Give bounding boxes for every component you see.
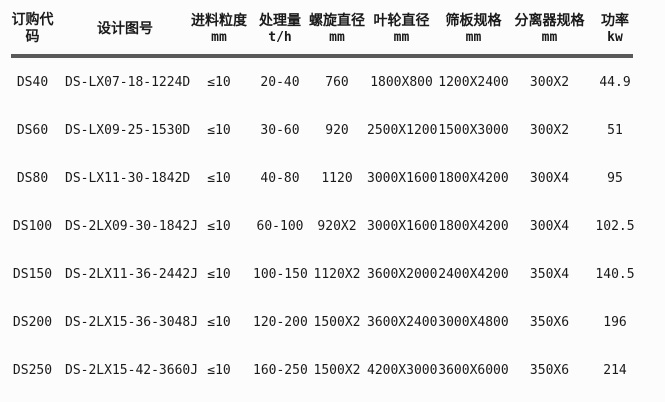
table-cell: 350X6 xyxy=(529,362,570,378)
table-cell: DS-LX07-18-1224D xyxy=(65,74,191,90)
column-header: 叶轮直径 mm xyxy=(367,0,436,58)
table-row: DS150 DS-2LX11-36-2442J ≤10 100-150 1120X2 36… xyxy=(0,250,642,298)
column-title: 筛板规格 xyxy=(445,12,502,29)
column-unit: mm xyxy=(541,29,558,45)
table-row: DS40 DS-LX07-18-1224D ≤10 20-40 760 1800X800 1… xyxy=(0,58,642,106)
table-cell: DS-LX09-25-1530D xyxy=(65,122,191,138)
table-cell: DS100 xyxy=(12,218,53,234)
table-cell: DS80 xyxy=(16,170,49,186)
table-cell: DS250 xyxy=(12,362,53,378)
table-cell: 160-250 xyxy=(253,362,308,378)
column-title: 分离器规格 xyxy=(514,12,585,29)
column-title: 进料粒度 xyxy=(191,12,247,29)
table-cell: 20-40 xyxy=(260,74,300,90)
table-cell: 2400X4200 xyxy=(438,266,509,282)
table-cell: 3600X2400 xyxy=(367,314,438,330)
table-row: DS250 DS-2LX15-42-3660J ≤10 160-250 1500X2 42… xyxy=(0,346,642,394)
table-cell: 350X6 xyxy=(529,314,570,330)
table-cell: 60-100 xyxy=(256,218,304,234)
table-cell: 300X4 xyxy=(529,218,570,234)
table-cell: 95 xyxy=(607,170,623,186)
table-cell: 44.9 xyxy=(599,74,631,90)
table-cell: 3000X1600 xyxy=(367,218,438,234)
table-cell: 1800X4200 xyxy=(438,170,509,186)
table-cell: ≤10 xyxy=(207,170,231,186)
table-cell: DS40 xyxy=(16,74,49,90)
table-cell: DS150 xyxy=(12,266,53,282)
table-cell: DS200 xyxy=(12,314,53,330)
table-cell: 51 xyxy=(607,122,623,138)
column-unit: mm xyxy=(211,29,227,45)
column-unit: kw xyxy=(607,29,623,45)
table-cell: 300X2 xyxy=(529,122,570,138)
table-cell: 3000X4800 xyxy=(438,314,509,330)
table-cell: 920 xyxy=(325,122,349,138)
table-cell: DS-2LX15-36-3048J xyxy=(65,314,199,330)
column-unit: mm xyxy=(329,29,345,45)
table-row: DS80 DS-LX11-30-1842D ≤10 40-80 1120 3000X160… xyxy=(0,154,642,202)
column-header: 螺旋直径 mm xyxy=(307,0,367,58)
table-cell: 1200X2400 xyxy=(438,74,509,90)
table-row: DS200 DS-2LX15-36-3048J ≤10 120-200 1500X2 36… xyxy=(0,298,642,346)
table-cell: 4200X3000 xyxy=(367,362,438,378)
table-cell: 1500X2 xyxy=(313,362,361,378)
column-title: 订购代码 xyxy=(11,12,54,45)
column-header: 订购代码 xyxy=(0,0,65,58)
table-cell: 1120X2 xyxy=(313,266,361,282)
column-title: 螺旋直径 xyxy=(309,12,365,29)
table-cell: 120-200 xyxy=(253,314,308,330)
table-cell: 100-150 xyxy=(253,266,308,282)
table-cell: 920X2 xyxy=(317,218,357,234)
table-cell: 1800X4200 xyxy=(438,218,509,234)
table-cell: ≤10 xyxy=(207,218,231,234)
header-divider-bar xyxy=(11,54,633,58)
table-cell: DS-2LX11-36-2442J xyxy=(65,266,199,282)
table-header-row: 订购代码 设计图号 进料粒度 mm 处理量 t/h 螺旋直径 mm 叶轮直径 mm 筛板规格 mm 分离… xyxy=(0,0,642,58)
table-cell: ≤10 xyxy=(207,314,231,330)
table-cell: 140.5 xyxy=(595,266,635,282)
column-header: 功率 kw xyxy=(588,0,642,58)
column-unit: mm xyxy=(393,29,410,45)
table-cell: 3000X1600 xyxy=(367,170,438,186)
table-cell: 1120 xyxy=(321,170,353,186)
table-cell: 214 xyxy=(603,362,627,378)
table-cell: DS60 xyxy=(16,122,49,138)
column-title: 设计图号 xyxy=(97,20,153,37)
table-cell: ≤10 xyxy=(207,266,231,282)
column-header: 进料粒度 mm xyxy=(185,0,253,58)
table-cell: DS-LX11-30-1842D xyxy=(65,170,191,186)
table-cell: 350X4 xyxy=(529,266,570,282)
column-header: 分离器规格 mm xyxy=(511,0,588,58)
column-title: 功率 xyxy=(601,12,629,29)
spec-table: 订购代码 设计图号 进料粒度 mm 处理量 t/h 螺旋直径 mm 叶轮直径 mm 筛板规格 mm 分离… xyxy=(0,0,642,394)
column-header: 处理量 t/h xyxy=(253,0,307,58)
table-cell: 1500X3000 xyxy=(438,122,509,138)
column-header: 设计图号 xyxy=(65,0,185,58)
column-unit: t/h xyxy=(268,29,292,45)
table-cell: 196 xyxy=(603,314,627,330)
column-title: 叶轮直径 xyxy=(373,12,430,29)
column-unit: mm xyxy=(465,29,482,45)
table-cell: 30-60 xyxy=(260,122,300,138)
table-cell: 300X2 xyxy=(529,74,570,90)
table-cell: ≤10 xyxy=(207,74,231,90)
table-row: DS100 DS-2LX09-30-1842J ≤10 60-100 920X2 3000… xyxy=(0,202,642,250)
table-cell: 760 xyxy=(325,74,349,90)
table-cell: 3600X6000 xyxy=(438,362,509,378)
table-cell: 2500X1200 xyxy=(367,122,438,138)
column-title: 处理量 xyxy=(259,12,301,29)
table-cell: DS-2LX15-42-3660J xyxy=(65,362,199,378)
table-cell: 1800X800 xyxy=(370,74,433,90)
table-cell: DS-2LX09-30-1842J xyxy=(65,218,199,234)
table-cell: 1500X2 xyxy=(313,314,361,330)
table-cell: ≤10 xyxy=(207,362,231,378)
table-cell: ≤10 xyxy=(207,122,231,138)
table-cell: 3600X2000 xyxy=(367,266,438,282)
table-cell: 300X4 xyxy=(529,170,570,186)
table-cell: 102.5 xyxy=(595,218,635,234)
column-header: 筛板规格 mm xyxy=(436,0,511,58)
table-cell: 40-80 xyxy=(260,170,300,186)
table-row: DS60 DS-LX09-25-1530D ≤10 30-60 920 2500X1200… xyxy=(0,106,642,154)
